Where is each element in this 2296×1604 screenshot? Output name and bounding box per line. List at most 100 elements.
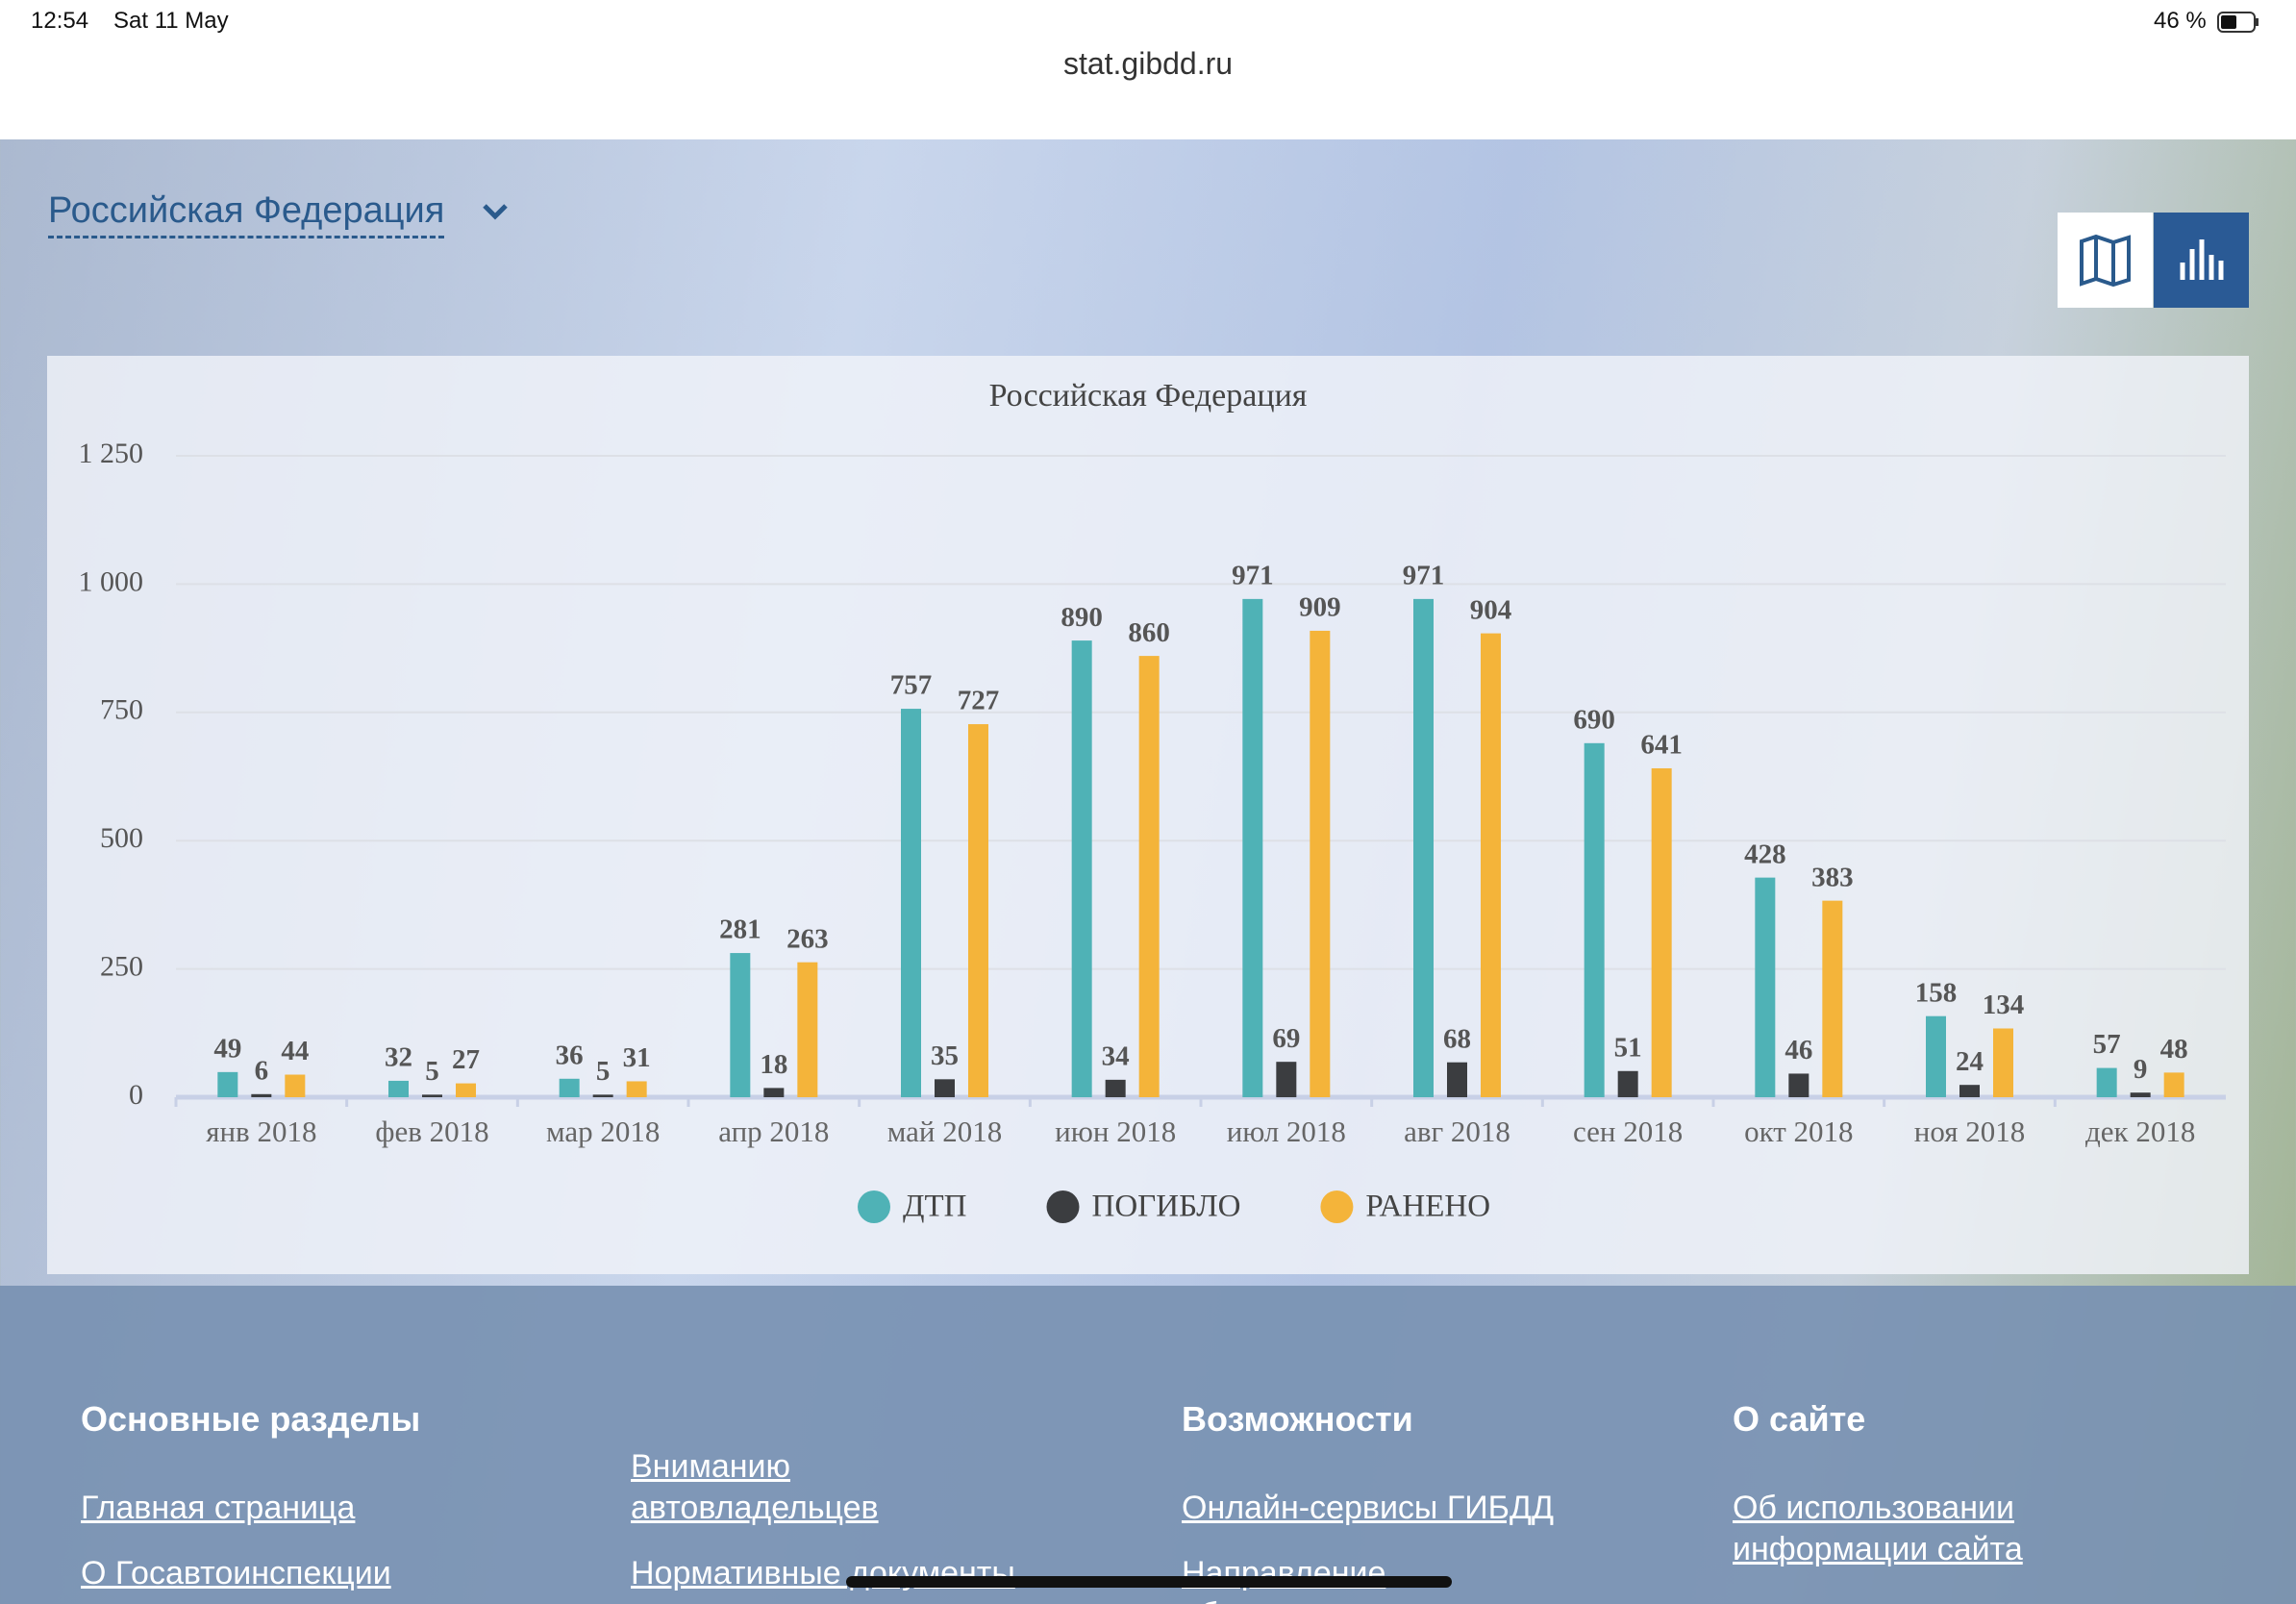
region-select[interactable]: Российская Федерация [48, 190, 445, 238]
y-tick-label: 250 [100, 950, 143, 982]
x-tick-label: май 2018 [887, 1115, 1003, 1148]
data-label: 690 [1573, 704, 1615, 735]
legend-label: ПОГИБЛО [1092, 1190, 1241, 1224]
bar [1105, 1079, 1126, 1097]
chart-panel: Российская Федерация 0 250 500 750 1 000 1 25… [47, 356, 2249, 1274]
y-tick-label: 1 250 [79, 438, 144, 469]
bar [251, 1093, 272, 1097]
battery-icon [2217, 12, 2259, 33]
map-view-button[interactable] [2058, 213, 2153, 308]
data-label: 57 [2093, 1029, 2121, 1060]
bar [1651, 767, 1672, 1097]
data-label: 5 [596, 1056, 611, 1087]
data-label: 68 [1443, 1023, 1471, 1054]
data-label: 6 [255, 1055, 269, 1086]
bar [626, 1081, 647, 1097]
x-tick-label: дек 2018 [2085, 1115, 2195, 1148]
home-indicator [846, 1576, 1452, 1588]
footer-links: Главная страница О Госавтоинспекции [81, 1488, 391, 1604]
bar [1310, 630, 1331, 1097]
chart-title: Российская Федерация [989, 378, 1308, 414]
y-tick-label: 750 [100, 694, 143, 726]
x-tick-label: авг 2018 [1404, 1115, 1510, 1148]
bar [1617, 1070, 1638, 1097]
footer-heading: О сайте [1733, 1399, 1866, 1439]
bar [456, 1083, 476, 1097]
footer-link[interactable]: Нормативные документы [631, 1555, 1015, 1591]
bar [559, 1078, 580, 1097]
bar [1071, 640, 1092, 1097]
address-bar[interactable]: stat.gibdd.ru [0, 46, 2296, 82]
clock: 12:54 [31, 8, 89, 34]
date: Sat 11 May [113, 8, 229, 34]
footer-link[interactable]: О Госавтоинспекции [81, 1555, 391, 1591]
battery-level: 46 % [2154, 8, 2207, 34]
bar [1926, 1015, 1946, 1097]
data-label: 32 [385, 1042, 412, 1073]
data-label: 49 [213, 1034, 241, 1065]
data-label: 9 [2134, 1054, 2148, 1085]
footer-links: Об использовании информации сайта [1733, 1488, 2117, 1594]
data-label: 158 [1915, 977, 1958, 1008]
data-label: 44 [281, 1036, 309, 1066]
bar [1755, 877, 1776, 1097]
bar [730, 953, 751, 1097]
bar [968, 724, 988, 1097]
data-label: 46 [1784, 1035, 1812, 1065]
legend-label: ДТП [903, 1190, 967, 1224]
footer-link[interactable]: Вниманию автовладельцев [631, 1448, 879, 1526]
x-tick-label: июн 2018 [1055, 1115, 1176, 1148]
bar [1959, 1085, 1980, 1097]
data-label: 428 [1744, 839, 1786, 869]
data-label: 48 [2160, 1034, 2188, 1065]
y-tick-label: 500 [100, 822, 143, 854]
footer-heading: Возможности [1182, 1399, 1413, 1439]
data-label: 18 [760, 1049, 787, 1080]
bar [422, 1094, 442, 1097]
x-tick-label: мар 2018 [546, 1115, 660, 1148]
legend-marker [858, 1190, 890, 1223]
legend-marker [1046, 1190, 1080, 1223]
bar [1822, 900, 1843, 1097]
dropdown-chevron[interactable] [481, 200, 510, 223]
footer-link[interactable]: Онлайн-сервисы ГИБДД [1182, 1490, 1555, 1526]
x-tick-label: янв 2018 [206, 1115, 316, 1148]
y-tick-label: 1 000 [79, 565, 144, 597]
x-tick-label: окт 2018 [1744, 1115, 1853, 1148]
data-label: 263 [786, 923, 829, 954]
bar [935, 1079, 955, 1097]
data-label: 281 [719, 915, 761, 945]
footer: Основные разделы Главная страница О Госавт… [0, 1286, 2296, 1604]
bar [388, 1080, 409, 1097]
bar [2096, 1067, 2117, 1097]
bar [1447, 1062, 1467, 1097]
y-tick-label: 0 [129, 1079, 143, 1111]
footer-link[interactable]: Главная страница [81, 1490, 356, 1526]
x-tick-label: ноя 2018 [1914, 1115, 2026, 1148]
bar [1788, 1073, 1809, 1097]
data-label: 27 [452, 1044, 480, 1075]
x-tick-label: апр 2018 [718, 1115, 829, 1148]
chart-view-button[interactable] [2154, 213, 2249, 308]
x-tick-label: июл 2018 [1227, 1115, 1346, 1148]
data-label: 5 [425, 1056, 439, 1087]
legend-marker [1320, 1190, 1354, 1223]
bar [1584, 742, 1605, 1097]
data-label: 31 [623, 1042, 651, 1073]
data-label: 69 [1272, 1023, 1300, 1054]
data-label: 860 [1128, 617, 1170, 648]
footer-links: Вниманию автовладельцев Нормативные докум… [631, 1446, 1015, 1604]
bar [592, 1094, 613, 1097]
bar [1481, 633, 1501, 1097]
data-label: 24 [1956, 1046, 1984, 1077]
data-label: 757 [890, 670, 933, 701]
data-label: 904 [1470, 594, 1512, 625]
bar [901, 709, 921, 1097]
data-label: 51 [1614, 1032, 1642, 1063]
url[interactable]: stat.gibdd.ru [1062, 46, 1234, 81]
footer-link[interactable]: Об использовании информации сайта [1733, 1490, 2023, 1567]
data-label: 971 [1232, 561, 1274, 591]
legend-label: РАНЕНО [1365, 1190, 1490, 1224]
